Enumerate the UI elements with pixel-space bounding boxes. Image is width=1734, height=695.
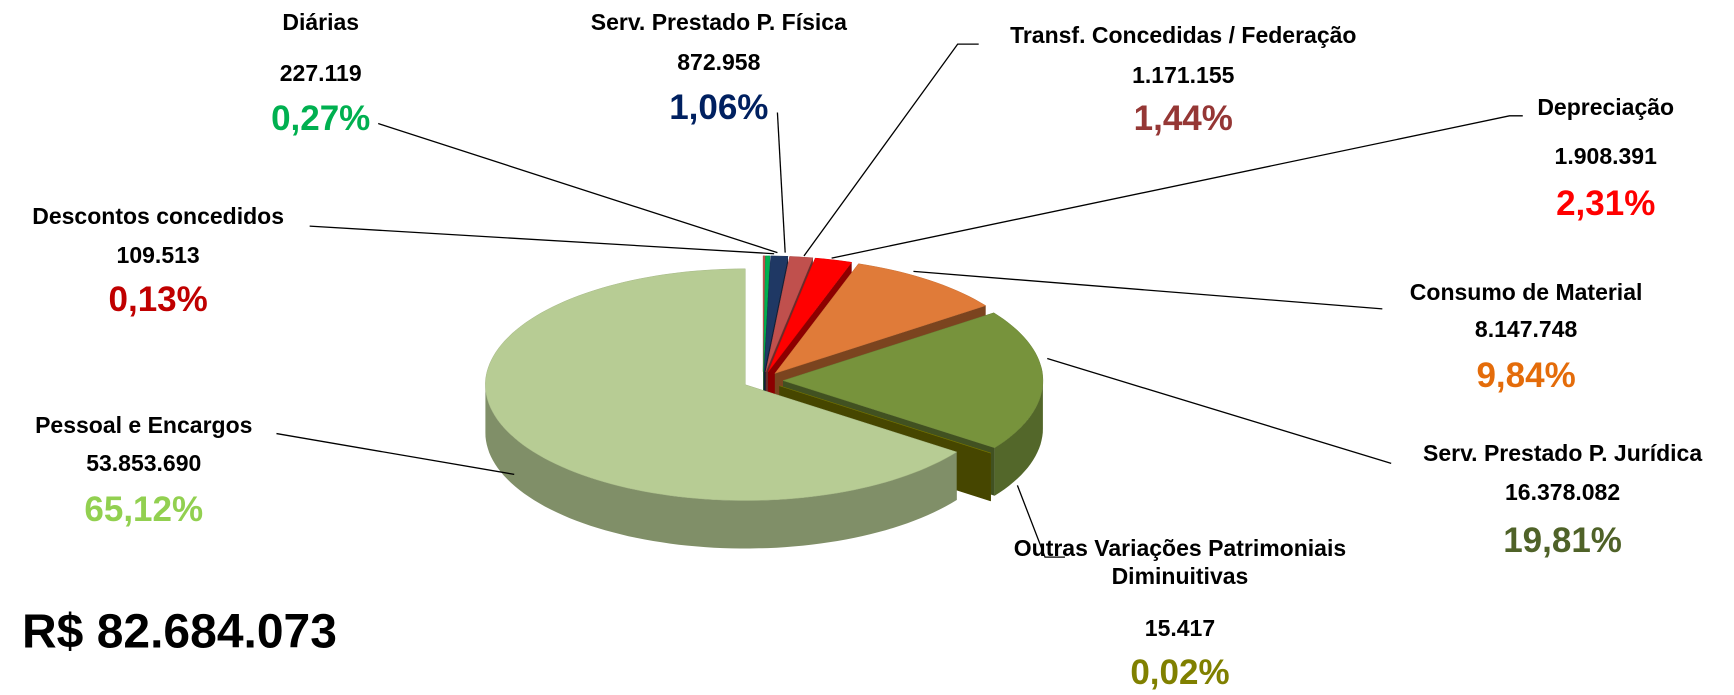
amount-label: 1.171.155 xyxy=(1132,62,1235,89)
total-annotation: R$ 82.684.073 xyxy=(22,605,337,659)
amount-label: 8.147.748 xyxy=(1474,315,1578,342)
leader-line xyxy=(831,115,1523,259)
leader-line xyxy=(803,43,979,257)
slice xyxy=(774,263,987,374)
percent-label: 0,13% xyxy=(108,280,208,320)
category-label: Pessoal e Encargos xyxy=(35,411,253,438)
slice xyxy=(485,268,958,501)
leader-line xyxy=(913,270,1383,310)
percent-label: 2,31% xyxy=(1556,184,1656,224)
leader-line xyxy=(1016,485,1065,558)
percent-label: 0,27% xyxy=(271,99,371,139)
slice xyxy=(782,312,1044,449)
amount-label: 872.958 xyxy=(677,48,761,75)
slice xyxy=(767,257,853,373)
percent-label: 19,81% xyxy=(1503,520,1622,560)
category-label: Transf. Concedidas / Federação xyxy=(1010,22,1357,49)
percent-label: 9,84% xyxy=(1476,356,1576,396)
slice xyxy=(779,385,992,454)
amount-label: 15.417 xyxy=(1144,614,1216,641)
category-label: Depreciação xyxy=(1537,94,1675,120)
percent-label: 1,44% xyxy=(1133,99,1233,139)
amount-label: 1.908.391 xyxy=(1554,142,1657,169)
leader-line xyxy=(378,122,778,254)
percent-label: 1,06% xyxy=(669,88,769,128)
slice-side xyxy=(485,384,957,549)
category-label: Consumo de Material xyxy=(1409,279,1643,306)
slice xyxy=(765,256,814,372)
leader-line xyxy=(1047,357,1392,464)
category-label: Descontos concedidos xyxy=(32,203,285,230)
leader-line xyxy=(276,432,515,476)
category-label: Outras Variações Patrimoniais Diminuitiv… xyxy=(1013,535,1347,590)
category-label: Serv. Prestado P. Jurídica xyxy=(1423,440,1703,467)
percent-label: 65,12% xyxy=(84,489,204,529)
slice xyxy=(763,255,771,372)
amount-label: 227.119 xyxy=(279,59,362,86)
amount-label: 109.513 xyxy=(116,241,200,268)
category-label: Serv. Prestado P. Física xyxy=(590,9,847,36)
amount-label: 16.378.082 xyxy=(1505,479,1621,506)
amount-label: 53.853.690 xyxy=(86,450,202,477)
leader-line xyxy=(776,112,786,253)
leader-line xyxy=(309,225,775,255)
category-label: Diárias xyxy=(282,9,360,36)
percent-label: 0,02% xyxy=(1130,652,1230,692)
slice xyxy=(763,255,789,372)
slice-side xyxy=(994,380,1043,496)
